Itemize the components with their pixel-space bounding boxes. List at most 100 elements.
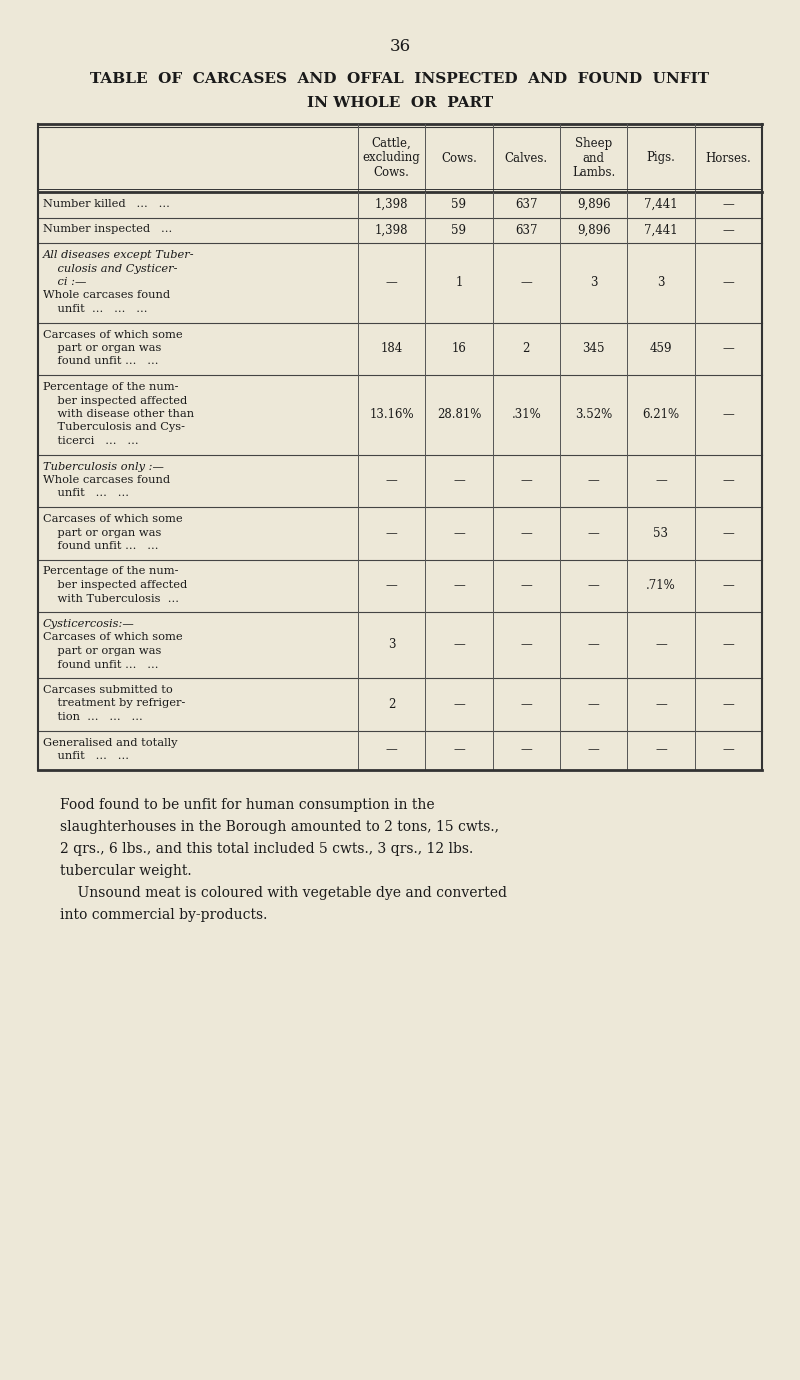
Text: —: —	[588, 527, 599, 540]
Text: 637: 637	[515, 224, 538, 237]
Text: Number killed   ...   ...: Number killed ... ...	[43, 199, 170, 208]
Text: 16: 16	[451, 342, 466, 355]
Text: slaughterhouses in the Borough amounted to 2 tons, 15 cwts.,: slaughterhouses in the Borough amounted …	[60, 820, 499, 834]
Text: Generalised and totally: Generalised and totally	[43, 737, 178, 748]
Text: 2 qrs., 6 lbs., and this total included 5 cwts., 3 qrs., 12 lbs.: 2 qrs., 6 lbs., and this total included …	[60, 842, 474, 856]
Text: unfit  ...   ...   ...: unfit ... ... ...	[43, 304, 147, 315]
Text: —: —	[453, 580, 465, 592]
Text: 28.81%: 28.81%	[437, 408, 481, 421]
Text: into commercial by-products.: into commercial by-products.	[60, 908, 267, 922]
Text: 1,398: 1,398	[375, 199, 409, 211]
Text: Sheep
and
Lambs.: Sheep and Lambs.	[572, 137, 615, 179]
Text: part or organ was: part or organ was	[43, 646, 162, 656]
Text: IN WHOLE  OR  PART: IN WHOLE OR PART	[307, 97, 493, 110]
Text: 3.52%: 3.52%	[575, 408, 612, 421]
Text: —: —	[453, 475, 465, 487]
Text: Whole carcases found: Whole carcases found	[43, 291, 170, 301]
Text: —: —	[521, 527, 532, 540]
Text: Carcases of which some: Carcases of which some	[43, 632, 182, 643]
Text: —: —	[521, 639, 532, 651]
Text: —: —	[386, 744, 398, 756]
Text: —: —	[386, 276, 398, 290]
Text: —: —	[521, 475, 532, 487]
Text: 459: 459	[650, 342, 672, 355]
Text: 3: 3	[590, 276, 598, 290]
Text: found unfit ...   ...: found unfit ... ...	[43, 541, 158, 551]
Text: —: —	[588, 639, 599, 651]
Text: treatment by refriger-: treatment by refriger-	[43, 698, 186, 708]
Text: —: —	[386, 580, 398, 592]
Text: —: —	[722, 224, 734, 237]
Text: —: —	[722, 342, 734, 355]
Text: 9,896: 9,896	[577, 224, 610, 237]
Text: Cattle,
excluding
Cows.: Cattle, excluding Cows.	[362, 137, 421, 179]
Text: —: —	[722, 199, 734, 211]
Text: —: —	[588, 744, 599, 756]
Text: ci :—: ci :—	[43, 277, 86, 287]
Text: 59: 59	[451, 224, 466, 237]
Text: 2: 2	[522, 342, 530, 355]
Text: 59: 59	[451, 199, 466, 211]
Text: —: —	[722, 527, 734, 540]
Text: —: —	[722, 580, 734, 592]
Text: Whole carcases found: Whole carcases found	[43, 475, 170, 484]
Text: Percentage of the num-: Percentage of the num-	[43, 567, 178, 577]
Text: .71%: .71%	[646, 580, 676, 592]
Text: —: —	[722, 639, 734, 651]
Text: 637: 637	[515, 199, 538, 211]
Text: —: —	[655, 698, 667, 711]
Text: part or organ was: part or organ was	[43, 527, 162, 537]
Text: —: —	[722, 698, 734, 711]
Text: —: —	[521, 698, 532, 711]
Text: —: —	[521, 580, 532, 592]
Text: ticerci   ...   ...: ticerci ... ...	[43, 436, 138, 446]
Text: TABLE  OF  CARCASES  AND  OFFAL  INSPECTED  AND  FOUND  UNFIT: TABLE OF CARCASES AND OFFAL INSPECTED AN…	[90, 72, 710, 86]
Text: unfit   ...   ...: unfit ... ...	[43, 489, 129, 498]
Text: 3: 3	[658, 276, 665, 290]
Text: with Tuberculosis  ...: with Tuberculosis ...	[43, 593, 179, 603]
Text: All diseases except Tuber-: All diseases except Tuber-	[43, 250, 194, 259]
Text: —: —	[453, 744, 465, 756]
Text: 1,398: 1,398	[375, 224, 409, 237]
Text: 345: 345	[582, 342, 605, 355]
Text: Percentage of the num-: Percentage of the num-	[43, 382, 178, 392]
Text: —: —	[521, 276, 532, 290]
Text: Carcases of which some: Carcases of which some	[43, 513, 182, 524]
Text: 6.21%: 6.21%	[642, 408, 679, 421]
Text: Pigs.: Pigs.	[646, 152, 675, 164]
Text: —: —	[722, 744, 734, 756]
Text: with disease other than: with disease other than	[43, 408, 194, 420]
Text: 13.16%: 13.16%	[370, 408, 414, 421]
Text: Carcases of which some: Carcases of which some	[43, 330, 182, 339]
Text: unfit   ...   ...: unfit ... ...	[43, 751, 129, 760]
Text: ber inspected affected: ber inspected affected	[43, 396, 187, 406]
Text: .31%: .31%	[511, 408, 542, 421]
Text: 53: 53	[654, 527, 669, 540]
Text: Food found to be unfit for human consumption in the: Food found to be unfit for human consump…	[60, 798, 434, 811]
Text: part or organ was: part or organ was	[43, 344, 162, 353]
Text: —: —	[655, 744, 667, 756]
Text: 184: 184	[381, 342, 402, 355]
Text: —: —	[386, 475, 398, 487]
Text: Horses.: Horses.	[706, 152, 751, 164]
Text: —: —	[588, 475, 599, 487]
Text: culosis and Cysticer-: culosis and Cysticer-	[43, 264, 178, 273]
Text: —: —	[588, 580, 599, 592]
Text: —: —	[453, 698, 465, 711]
Text: ber inspected affected: ber inspected affected	[43, 580, 187, 591]
Text: Number inspected   ...: Number inspected ...	[43, 225, 172, 235]
Text: tion  ...   ...   ...: tion ... ... ...	[43, 712, 142, 722]
Text: Cysticercosis:—: Cysticercosis:—	[43, 620, 134, 629]
Text: —: —	[453, 639, 465, 651]
Text: —: —	[386, 527, 398, 540]
Text: 36: 36	[390, 39, 410, 55]
Text: Tuberculosis only :—: Tuberculosis only :—	[43, 461, 164, 472]
Text: tubercular weight.: tubercular weight.	[60, 864, 192, 878]
Text: —: —	[722, 408, 734, 421]
Text: Carcases submitted to: Carcases submitted to	[43, 684, 173, 696]
Text: —: —	[655, 639, 667, 651]
Text: —: —	[521, 744, 532, 756]
Text: found unfit ...   ...: found unfit ... ...	[43, 660, 158, 669]
Text: Unsound meat is coloured with vegetable dye and converted: Unsound meat is coloured with vegetable …	[60, 886, 507, 900]
Text: 3: 3	[388, 639, 395, 651]
